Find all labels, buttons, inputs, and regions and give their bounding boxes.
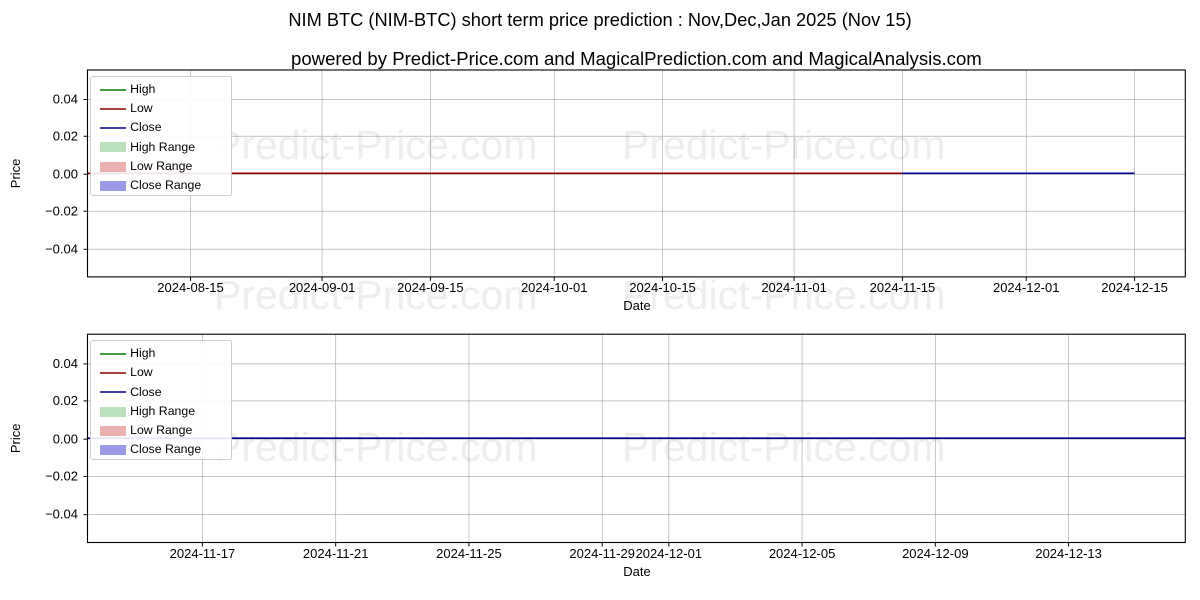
svg-text:2024-12-01: 2024-12-01 [636,546,703,561]
svg-text:0.00: 0.00 [53,166,78,181]
svg-text:2024-09-15: 2024-09-15 [397,280,464,295]
svg-text:2024-11-21: 2024-11-21 [303,546,369,561]
svg-text:0.04: 0.04 [53,92,78,107]
svg-text:2024-10-01: 2024-10-01 [521,280,588,295]
svg-text:2024-11-15: 2024-11-15 [870,280,936,295]
svg-text:2024-10-15: 2024-10-15 [629,280,696,295]
svg-text:2024-12-05: 2024-12-05 [769,546,836,561]
svg-text:0.04: 0.04 [53,356,78,371]
svg-text:2024-12-15: 2024-12-15 [1101,280,1168,295]
svg-text:0.00: 0.00 [53,431,78,446]
svg-text:−0.04: −0.04 [45,507,78,522]
svg-text:0.02: 0.02 [53,128,78,143]
svg-text:2024-12-13: 2024-12-13 [1035,546,1102,561]
svg-text:2024-11-01: 2024-11-01 [761,280,827,295]
svg-text:Price: Price [8,423,23,453]
svg-text:Date: Date [623,564,650,579]
svg-text:−0.02: −0.02 [45,203,78,218]
svg-text:2024-11-25: 2024-11-25 [436,546,502,561]
svg-text:Date: Date [623,298,650,313]
svg-text:2024-12-09: 2024-12-09 [902,546,969,561]
svg-text:−0.02: −0.02 [45,468,78,483]
svg-text:2024-11-29: 2024-11-29 [569,546,635,561]
svg-text:2024-09-01: 2024-09-01 [289,280,356,295]
svg-text:Price: Price [8,159,23,189]
svg-text:2024-12-01: 2024-12-01 [993,280,1060,295]
svg-text:2024-11-17: 2024-11-17 [170,546,236,561]
svg-text:−0.04: −0.04 [45,241,78,256]
svg-text:0.02: 0.02 [53,393,78,408]
svg-text:2024-08-15: 2024-08-15 [157,280,224,295]
